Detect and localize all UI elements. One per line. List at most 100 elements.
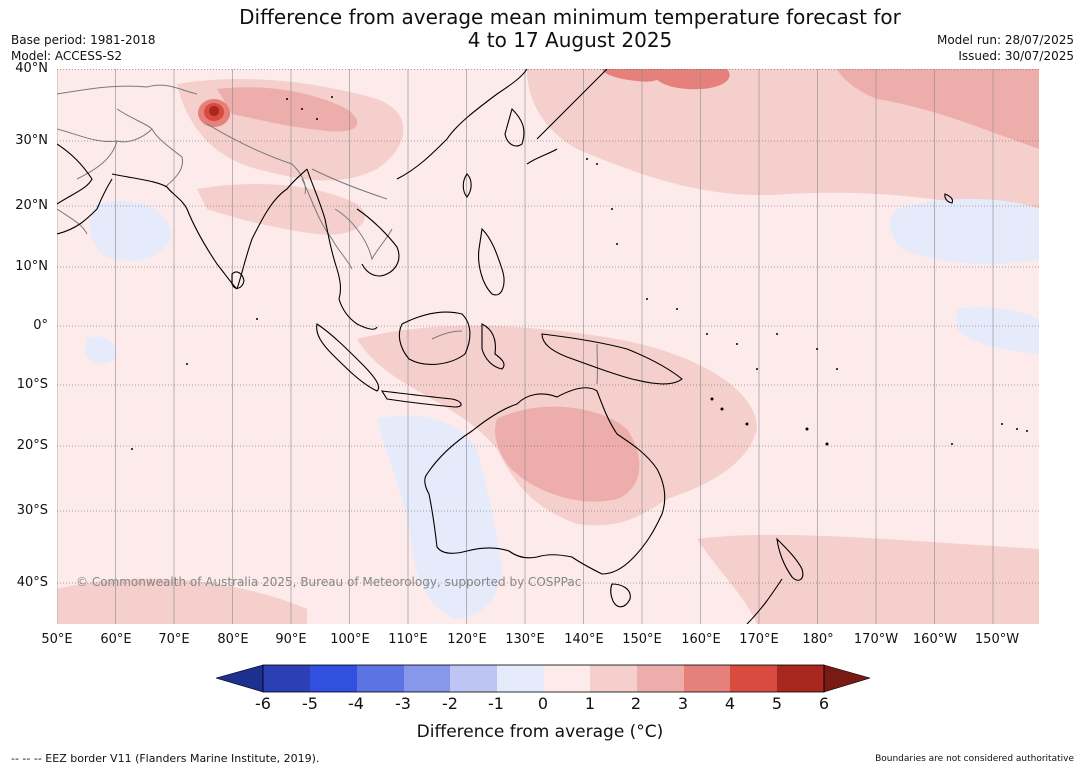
anomaly-warm-2-north-pacific	[837, 69, 1039, 149]
border-indochina	[334, 208, 393, 261]
coast-philippines	[478, 227, 505, 296]
lon-label: 180°	[802, 632, 834, 647]
lat-label: 40°S	[16, 575, 48, 590]
colorbar-tick: 0	[537, 694, 549, 713]
island	[745, 422, 749, 426]
coast-japan	[526, 69, 608, 165]
island	[776, 333, 778, 335]
coast-arabia-south	[57, 178, 113, 235]
coast-new-zealand-north	[776, 537, 804, 581]
colorbar-segment	[777, 665, 824, 692]
lon-label: 60°E	[100, 632, 132, 647]
colorbar	[216, 664, 870, 693]
colorbar-tick: 5	[771, 694, 783, 713]
colorbar-tick: -6	[255, 694, 271, 713]
issued-date: Issued: 30/07/2025	[958, 49, 1074, 63]
coast-java	[380, 390, 462, 408]
island	[331, 96, 333, 98]
island	[1016, 428, 1018, 430]
base-period: Base period: 1981-2018	[11, 33, 156, 47]
anomaly-warm-1-north-pacific	[527, 69, 1039, 219]
colorbar-segment	[404, 665, 450, 692]
coast-china-east	[396, 69, 528, 180]
coast-pakistan-india-west	[111, 173, 238, 290]
island	[256, 318, 258, 320]
island	[706, 333, 708, 335]
model-name: Model: ACCESS-S2	[11, 49, 123, 63]
lon-label: 110°E	[388, 632, 428, 647]
lat-label: 20°S	[16, 438, 48, 453]
colorbar-tick: -3	[395, 694, 411, 713]
anomaly-cool-eq-pacific	[957, 307, 1039, 354]
lon-label: 150°E	[622, 632, 662, 647]
island	[836, 368, 838, 370]
coast-new-guinea	[541, 333, 683, 385]
coast-arabia-persian-gulf	[57, 143, 93, 205]
island	[286, 98, 288, 100]
chart-title-line1: Difference from average mean minimum tem…	[239, 5, 901, 29]
colorbar-segment	[357, 665, 404, 692]
coastlines	[57, 69, 954, 624]
island	[756, 368, 758, 370]
island	[825, 442, 829, 446]
colorbar-tick: -1	[488, 694, 504, 713]
border-myanmar	[301, 178, 353, 270]
border-china-south	[311, 168, 388, 200]
colorbar-tick: -4	[348, 694, 364, 713]
island	[646, 298, 648, 300]
lat-label: 40°N	[15, 61, 48, 76]
island	[616, 243, 618, 245]
anomaly-warm-3-north-pacific	[602, 69, 661, 82]
colorbar-tick: 6	[818, 694, 830, 713]
anomaly-warm-1-tasman	[697, 534, 1039, 624]
lat-label: 30°S	[16, 503, 48, 518]
chart-title-line2: 4 to 17 August 2025	[467, 28, 673, 52]
coast-borneo	[398, 311, 471, 365]
anomaly-warm-2-tibet	[217, 87, 358, 132]
lon-label: 50°E	[41, 632, 73, 647]
coast-korea	[504, 107, 525, 147]
coast-sri-lanka	[231, 271, 245, 289]
border-borneo	[431, 330, 463, 340]
border-arabia	[57, 208, 88, 235]
lon-label: 160°W	[912, 632, 958, 647]
lon-label: 100°E	[330, 632, 370, 647]
colorbar-segment	[450, 665, 497, 692]
colorbar-segment	[590, 665, 637, 692]
island	[611, 208, 613, 210]
island	[816, 348, 818, 350]
colorbar-extend-high	[823, 664, 870, 693]
island	[301, 108, 303, 110]
boundaries-note: Boundaries are not considered authoritat…	[875, 754, 1074, 764]
islands	[131, 96, 1028, 450]
anomaly-cool-east-pacific	[890, 198, 1039, 265]
eez-note: -- -- -- EEZ border V11 (Flanders Marine…	[11, 752, 320, 765]
border-iran	[57, 128, 118, 180]
coast-taiwan	[462, 173, 472, 198]
coast-australia	[424, 387, 666, 575]
map-panel[interactable]	[57, 69, 1039, 624]
country-borders	[57, 84, 598, 385]
lon-label: 70°E	[158, 632, 190, 647]
colorbar-tick: 4	[724, 694, 736, 713]
lon-label: 120°E	[447, 632, 487, 647]
anomaly-cool-arabian	[90, 200, 172, 262]
coast-bay-of-bengal-east	[306, 168, 342, 300]
border-central-asia	[57, 84, 198, 95]
anomaly-warm-3b-north-pacific	[652, 69, 730, 90]
island	[951, 443, 953, 445]
coast-indochina	[356, 208, 400, 277]
lat-label: 10°S	[16, 377, 48, 392]
lon-label: 170°W	[853, 632, 899, 647]
meta-right: Model run: 28/07/2025 Issued: 30/07/2025	[937, 32, 1074, 64]
border-pakistan-india	[151, 128, 184, 188]
anomaly-fields	[57, 69, 1039, 624]
colorbar-segment	[730, 665, 777, 692]
island	[805, 427, 809, 431]
colorbar-segment	[263, 665, 310, 692]
coast-hawaii	[944, 193, 954, 204]
colorbar-tick: 1	[584, 694, 596, 713]
colorbar-segment	[310, 665, 357, 692]
island	[596, 163, 598, 165]
graticule	[57, 69, 994, 624]
